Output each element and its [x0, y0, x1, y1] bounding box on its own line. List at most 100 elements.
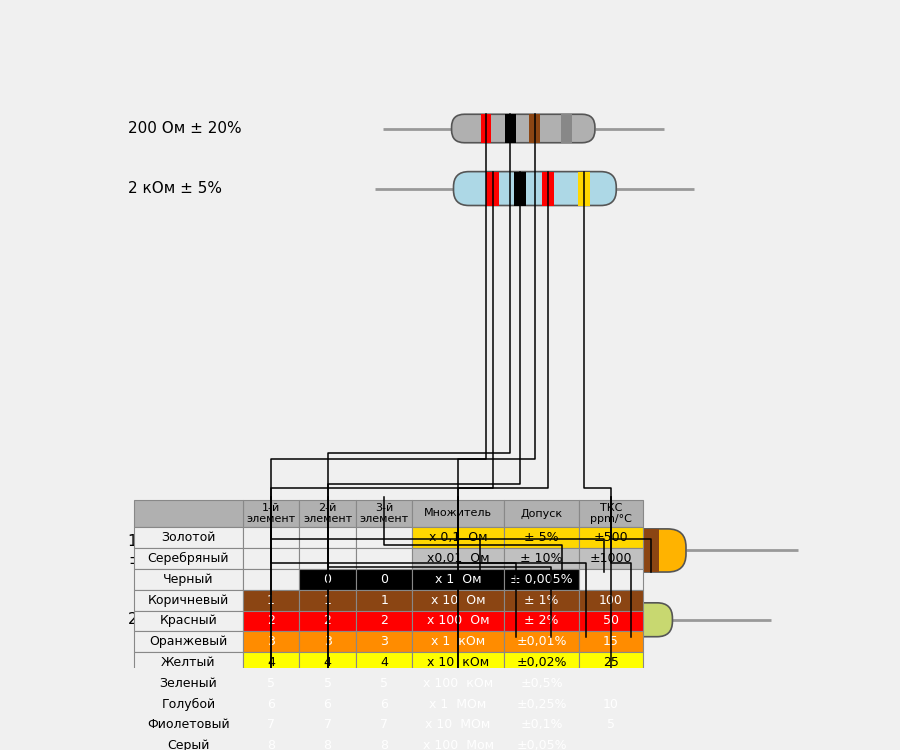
- Bar: [412, 569, 504, 590]
- Bar: [134, 694, 243, 715]
- Text: ±0,01%: ±0,01%: [517, 635, 567, 648]
- Bar: [579, 527, 643, 548]
- Bar: [356, 652, 412, 673]
- Bar: [412, 735, 504, 750]
- Text: ±0,25%: ±0,25%: [517, 698, 567, 710]
- Bar: [134, 632, 243, 652]
- Text: х 10  кОм: х 10 кОм: [427, 656, 490, 669]
- Text: Голубой: Голубой: [161, 698, 215, 710]
- Bar: [579, 673, 643, 694]
- Text: 8: 8: [324, 740, 331, 750]
- Bar: [412, 527, 504, 548]
- Bar: [579, 715, 643, 735]
- Text: 5: 5: [324, 676, 331, 690]
- Bar: [134, 652, 243, 673]
- Text: 3: 3: [324, 635, 331, 648]
- Bar: [300, 632, 356, 652]
- Text: 6: 6: [380, 698, 388, 710]
- Text: ± 2%: ± 2%: [524, 614, 559, 628]
- Text: 0: 0: [380, 573, 388, 586]
- Bar: [504, 735, 579, 750]
- Bar: [243, 715, 300, 735]
- Text: 10: 10: [603, 698, 619, 710]
- Text: 7: 7: [267, 718, 275, 731]
- Bar: [356, 569, 412, 590]
- Text: 10 кОМ±1%
±100ppm/°C: 10 кОМ±1% ±100ppm/°C: [128, 534, 228, 567]
- Bar: [504, 527, 579, 548]
- Text: ±500: ±500: [593, 531, 628, 544]
- Text: 2: 2: [380, 614, 388, 628]
- Text: 4: 4: [380, 656, 388, 669]
- Bar: [529, 114, 540, 142]
- Text: 2: 2: [324, 614, 331, 628]
- Text: Множитель: Множитель: [424, 509, 492, 518]
- Bar: [356, 610, 412, 632]
- Bar: [412, 673, 504, 694]
- Text: 4: 4: [324, 656, 331, 669]
- Bar: [134, 590, 243, 610]
- Bar: [512, 529, 528, 572]
- Bar: [481, 114, 491, 142]
- Bar: [579, 652, 643, 673]
- Text: Красный: Красный: [159, 614, 217, 628]
- Text: 50: 50: [603, 614, 619, 628]
- Bar: [412, 632, 504, 652]
- Text: 8: 8: [380, 740, 388, 750]
- FancyBboxPatch shape: [438, 529, 686, 572]
- Text: 5: 5: [607, 718, 615, 731]
- Bar: [134, 610, 243, 632]
- Bar: [504, 569, 579, 590]
- Text: 1: 1: [380, 594, 388, 607]
- Bar: [504, 610, 579, 632]
- Text: ТКС
ppm/°C: ТКС ppm/°C: [590, 503, 632, 524]
- Bar: [579, 694, 643, 715]
- Bar: [243, 569, 300, 590]
- Text: Фиолетовый: Фиолетовый: [147, 718, 230, 731]
- Bar: [356, 694, 412, 715]
- Bar: [243, 548, 300, 569]
- Text: 3: 3: [267, 635, 274, 648]
- Bar: [134, 673, 243, 694]
- Text: Допуск: Допуск: [520, 509, 562, 518]
- Text: Желтый: Желтый: [161, 656, 216, 669]
- Bar: [504, 715, 579, 735]
- Bar: [578, 172, 590, 206]
- Text: х 1  МОм: х 1 МОм: [429, 698, 487, 710]
- Bar: [134, 569, 243, 590]
- Bar: [412, 548, 504, 569]
- Text: 3: 3: [380, 635, 388, 648]
- Bar: [300, 569, 356, 590]
- Bar: [579, 569, 643, 590]
- Bar: [134, 500, 243, 527]
- Bar: [243, 590, 300, 610]
- Bar: [243, 610, 300, 632]
- Bar: [412, 715, 504, 735]
- Text: Зеленый: Зеленый: [159, 676, 217, 690]
- Bar: [412, 610, 504, 632]
- Bar: [504, 694, 579, 715]
- Bar: [300, 652, 356, 673]
- Text: ±0,05%: ±0,05%: [517, 740, 567, 750]
- Text: 8: 8: [267, 740, 275, 750]
- Bar: [472, 529, 488, 572]
- Bar: [243, 673, 300, 694]
- Bar: [644, 529, 660, 572]
- Bar: [300, 735, 356, 750]
- Bar: [243, 527, 300, 548]
- Text: Черный: Черный: [163, 573, 213, 586]
- Bar: [412, 590, 504, 610]
- Bar: [624, 603, 639, 637]
- Bar: [356, 548, 412, 569]
- Text: ±0,02%: ±0,02%: [517, 656, 567, 669]
- Bar: [300, 715, 356, 735]
- Text: 2 кОм±2%: 2 кОм±2%: [128, 612, 212, 627]
- Bar: [243, 500, 300, 527]
- Bar: [579, 603, 594, 637]
- Bar: [561, 114, 572, 142]
- Bar: [412, 500, 504, 527]
- Bar: [356, 527, 412, 548]
- Bar: [505, 114, 516, 142]
- Bar: [579, 735, 643, 750]
- Bar: [134, 548, 243, 569]
- FancyBboxPatch shape: [467, 603, 672, 637]
